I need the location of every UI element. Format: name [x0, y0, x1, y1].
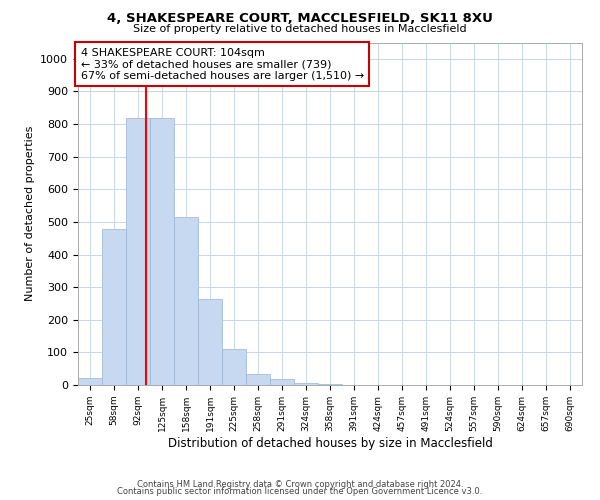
Bar: [318, 384, 342, 385]
X-axis label: Distribution of detached houses by size in Macclesfield: Distribution of detached houses by size …: [167, 436, 493, 450]
Bar: [270, 379, 294, 385]
Text: Size of property relative to detached houses in Macclesfield: Size of property relative to detached ho…: [133, 24, 467, 34]
Text: 4, SHAKESPEARE COURT, MACCLESFIELD, SK11 8XU: 4, SHAKESPEARE COURT, MACCLESFIELD, SK11…: [107, 12, 493, 26]
Bar: [294, 384, 318, 385]
Bar: [246, 374, 270, 385]
Y-axis label: Number of detached properties: Number of detached properties: [25, 126, 35, 302]
Bar: [150, 118, 174, 385]
Bar: [198, 298, 222, 385]
Bar: [126, 118, 150, 385]
Bar: [222, 349, 246, 385]
Bar: [174, 217, 198, 385]
Text: Contains public sector information licensed under the Open Government Licence v3: Contains public sector information licen…: [118, 488, 482, 496]
Text: 4 SHAKESPEARE COURT: 104sqm
← 33% of detached houses are smaller (739)
67% of se: 4 SHAKESPEARE COURT: 104sqm ← 33% of det…: [80, 48, 364, 81]
Text: Contains HM Land Registry data © Crown copyright and database right 2024.: Contains HM Land Registry data © Crown c…: [137, 480, 463, 489]
Bar: [102, 229, 126, 385]
Bar: [78, 378, 102, 385]
